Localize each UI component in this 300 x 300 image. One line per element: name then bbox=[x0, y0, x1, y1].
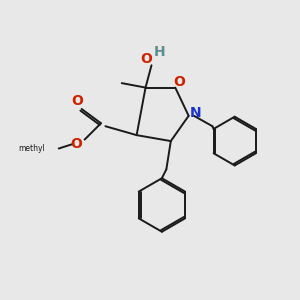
Text: methyl: methyl bbox=[19, 144, 45, 153]
Text: O: O bbox=[70, 137, 83, 151]
Text: H: H bbox=[154, 45, 166, 59]
Text: O: O bbox=[173, 75, 185, 89]
Text: N: N bbox=[189, 106, 201, 120]
Text: O: O bbox=[140, 52, 152, 66]
Text: O: O bbox=[71, 94, 83, 108]
